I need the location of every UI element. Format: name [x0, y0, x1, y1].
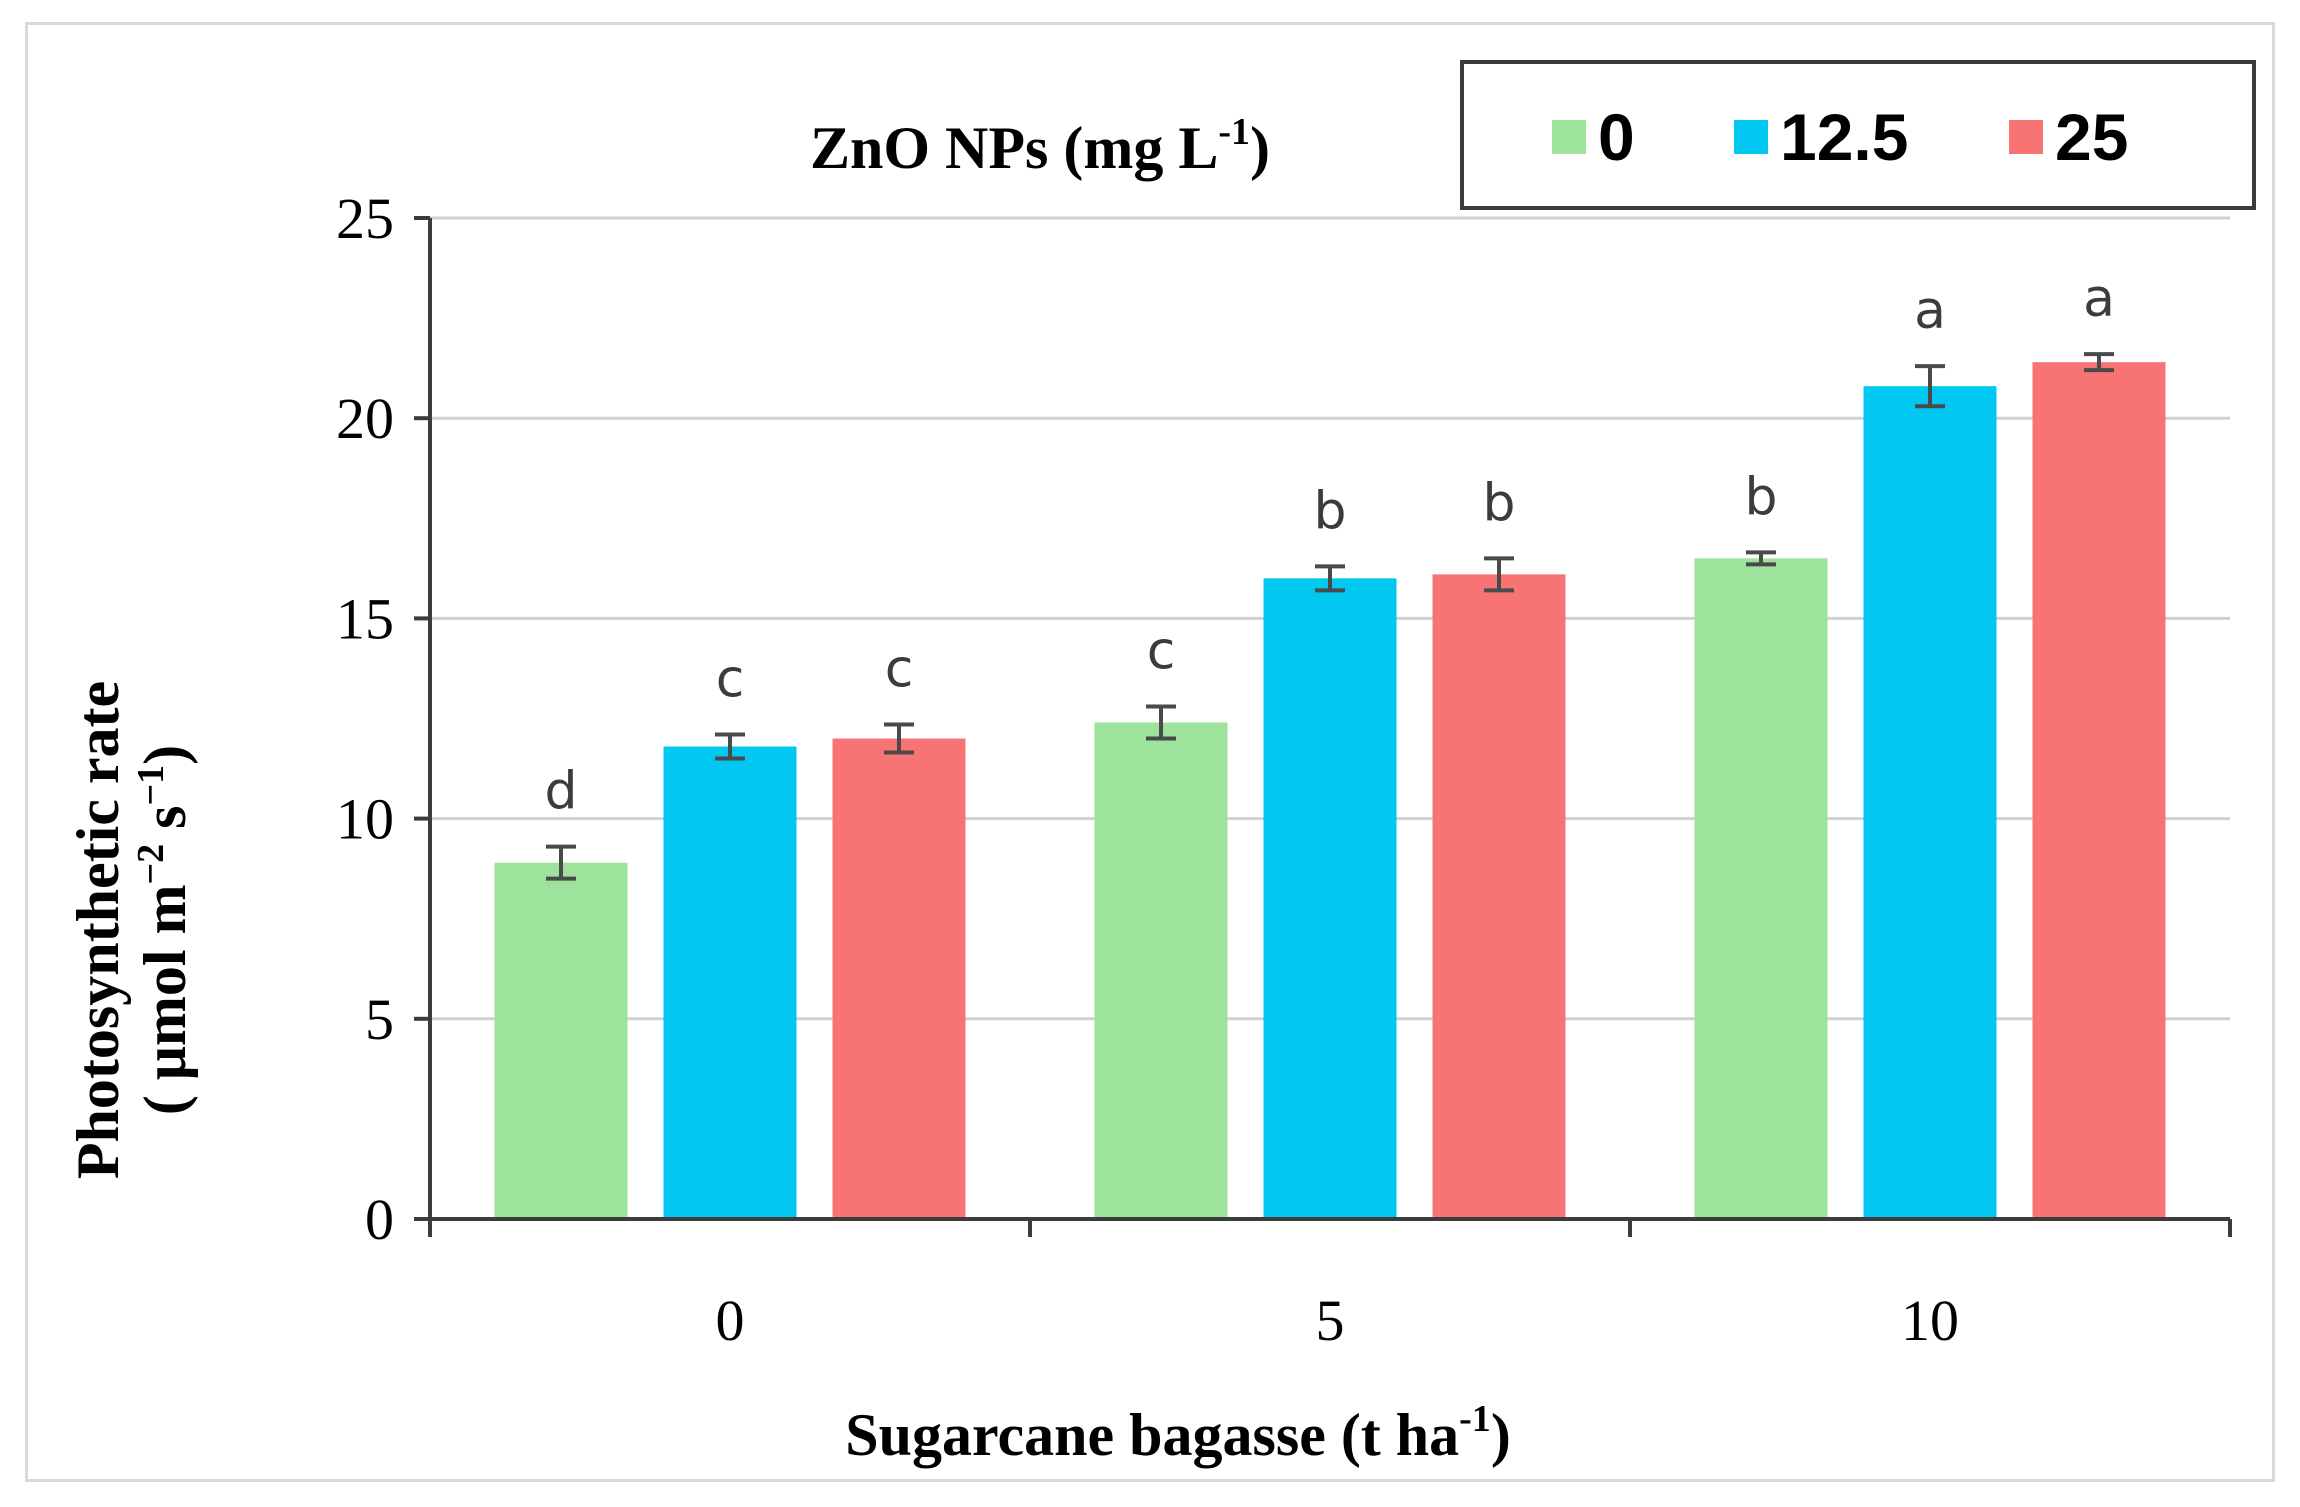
- significance-letters: d c c c b b b a a: [544, 269, 2114, 821]
- x-tick-label: 0: [716, 1288, 745, 1353]
- bar: [832, 738, 966, 1219]
- y-tick-label: 15: [336, 586, 394, 651]
- bar: [1863, 386, 1997, 1220]
- y-tick-label: 0: [365, 1187, 394, 1252]
- y-tick-labels: 0 5 10 15 20 25: [336, 186, 394, 1252]
- x-axis-title: Sugarcane bagasse (t ha-1): [845, 1398, 1511, 1468]
- significance-letter: b: [1313, 481, 1346, 541]
- y-axis-title-line2: ( μmol m−2 s−1): [130, 745, 198, 1115]
- legend-label: 0: [1598, 100, 1635, 174]
- significance-letter: b: [1744, 467, 1777, 527]
- x-tick-label: 10: [1901, 1288, 1959, 1353]
- legend-label: 25: [2055, 100, 2128, 174]
- legend-swatch: [1552, 120, 1586, 154]
- axes: [414, 216, 2232, 1237]
- bar: [2032, 362, 2166, 1219]
- y-tick-label: 20: [336, 386, 394, 451]
- y-tick-label: 25: [336, 186, 394, 251]
- y-tick-label: 5: [365, 987, 394, 1052]
- bars: [494, 362, 2166, 1220]
- bar: [1263, 578, 1397, 1219]
- significance-letter: c: [1147, 621, 1176, 681]
- x-tick-labels: 0 5 10: [716, 1288, 1960, 1353]
- significance-letter: a: [2083, 269, 2115, 329]
- significance-letter: c: [716, 650, 745, 710]
- significance-letter: d: [544, 762, 577, 822]
- significance-letter: b: [1482, 473, 1515, 533]
- error-bars: [546, 352, 2114, 881]
- bar: [1432, 574, 1566, 1219]
- y-tick-label: 10: [336, 787, 394, 852]
- bar: [1094, 722, 1228, 1219]
- bar: [663, 746, 797, 1219]
- significance-letter: c: [885, 640, 914, 700]
- legend-label: 12.5: [1780, 100, 1908, 174]
- significance-letter: a: [1914, 281, 1946, 341]
- bar: [494, 862, 628, 1219]
- legend-box: [1460, 60, 2256, 210]
- x-tick-label: 5: [1316, 1288, 1345, 1353]
- legend-swatch: [2009, 120, 2043, 154]
- legend-swatch: [1734, 120, 1768, 154]
- y-axis-title-line1: Photosynthetic rate: [65, 681, 131, 1179]
- legend: 0 12.5 25: [1552, 100, 2128, 174]
- bar: [1694, 558, 1828, 1219]
- legend-title: ZnO NPs (mg L-1): [810, 111, 1270, 181]
